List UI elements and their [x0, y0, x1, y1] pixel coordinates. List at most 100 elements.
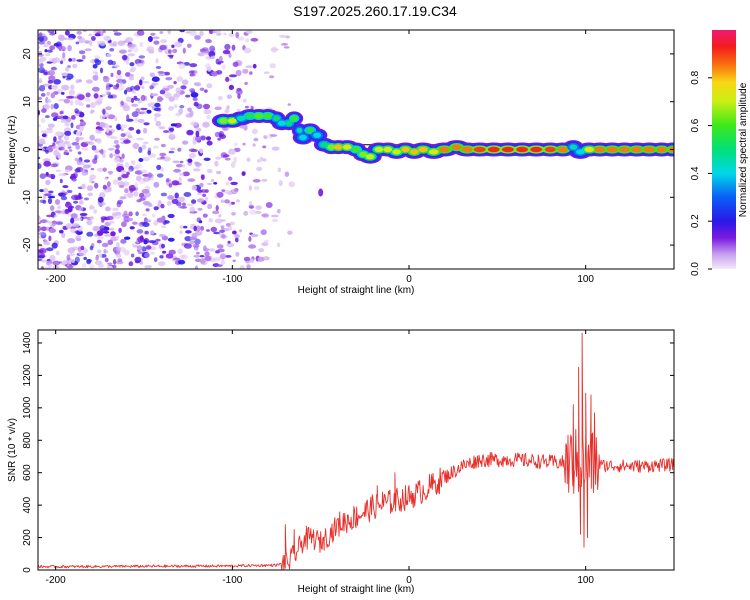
noise-speckle [90, 167, 95, 171]
y-tick-label: -20 [22, 237, 33, 252]
noise-speckle [94, 55, 101, 60]
noise-speckle [284, 171, 290, 177]
ridge-segment [502, 146, 514, 153]
noise-speckle [196, 251, 200, 255]
ridge-segment [409, 149, 419, 155]
colorbar-ticks: 0.0 0.2 0.4 0.6 0.8 [690, 70, 712, 276]
noise-speckle [120, 81, 124, 85]
noise-speckle [128, 126, 135, 131]
noise-speckle [245, 30, 253, 34]
noise-speckle [86, 185, 94, 192]
noise-speckle [199, 255, 205, 258]
noise-speckle [67, 238, 76, 244]
ridge-segment [569, 144, 578, 150]
noise-speckle [47, 197, 53, 205]
noise-speckle [215, 156, 222, 160]
colorbar-label: Normalized spectral amplitude [738, 82, 749, 217]
noise-speckle [83, 141, 92, 144]
noise-speckle [177, 196, 185, 203]
noise-speckle [75, 41, 80, 45]
noise-speckle [221, 234, 226, 239]
noise-speckle [127, 49, 132, 53]
noise-speckle [228, 53, 232, 58]
noise-speckle [161, 225, 167, 229]
noise-speckle [143, 239, 148, 245]
noise-speckle [86, 104, 91, 108]
y-tick-label: -10 [22, 190, 33, 205]
noise-speckle [140, 169, 148, 174]
noise-speckle [199, 148, 204, 154]
noise-speckle [225, 223, 231, 227]
noise-speckle [143, 122, 150, 126]
noise-speckle [222, 49, 231, 55]
noise-speckle [168, 49, 172, 54]
noise-speckle [271, 146, 280, 151]
noise-speckle [68, 205, 75, 209]
noise-speckle [87, 192, 94, 197]
noise-speckle [151, 213, 156, 218]
noise-speckle [86, 231, 94, 237]
x-tick-label: 100 [577, 274, 594, 285]
noise-speckle [112, 179, 119, 185]
noise-speckle [210, 226, 218, 233]
noise-speckle [144, 230, 149, 235]
noise-speckle [38, 109, 41, 116]
noise-speckle [114, 64, 120, 68]
noise-speckle [102, 149, 107, 154]
noise-speckle [47, 195, 56, 199]
noise-speckle [160, 167, 164, 172]
noise-speckle [38, 124, 41, 128]
noise-speckle [113, 259, 117, 265]
noise-speckle [207, 182, 213, 186]
noise-speckle [46, 214, 54, 218]
noise-speckle [99, 225, 107, 231]
noise-speckle [213, 182, 218, 185]
noise-speckle [269, 75, 275, 79]
noise-speckle [78, 50, 86, 55]
noise-speckle [63, 98, 71, 104]
noise-speckle [208, 50, 216, 58]
snr-y-axis: 0 200 400 600 800 1000 1200 1400 [22, 331, 674, 573]
noise-speckle [49, 45, 56, 51]
noise-speckle [263, 71, 270, 74]
noise-speckle [39, 173, 46, 179]
noise-speckle [140, 111, 148, 115]
noise-speckle [214, 106, 222, 111]
noise-speckle [180, 85, 187, 90]
noise-speckle [71, 57, 77, 62]
noise-speckle [248, 185, 252, 191]
noise-speckle [133, 191, 139, 197]
noise-speckle [232, 259, 236, 262]
noise-speckle [48, 235, 52, 242]
noise-speckle [79, 125, 84, 132]
y-tick-label: 800 [22, 431, 33, 448]
noise-speckle [58, 34, 65, 41]
noise-speckle [45, 115, 50, 119]
noise-speckle [40, 226, 48, 232]
noise-speckle [158, 126, 166, 130]
noise-speckle [142, 156, 150, 162]
noise-speckle [38, 32, 43, 38]
noise-speckle [236, 87, 242, 92]
noise-speckle [189, 30, 197, 36]
noise-speckle [136, 129, 141, 135]
noise-speckle [237, 36, 245, 41]
noise-speckle [248, 244, 257, 249]
noise-speckle [84, 97, 92, 102]
noise-speckle [53, 214, 58, 218]
noise-speckle [102, 108, 106, 115]
noise-speckle [137, 100, 142, 104]
noise-speckle [116, 124, 122, 131]
noise-speckle [120, 124, 128, 129]
noise-speckle [141, 213, 148, 217]
noise-speckle [191, 199, 197, 204]
noise-speckle [125, 37, 133, 43]
noise-speckle [77, 151, 82, 155]
noise-speckle [172, 48, 178, 54]
noise-speckle [60, 195, 68, 201]
noise-speckle [206, 115, 211, 120]
noise-speckle [70, 84, 75, 90]
noise-speckle [220, 199, 224, 204]
ridge-segment [383, 146, 393, 153]
